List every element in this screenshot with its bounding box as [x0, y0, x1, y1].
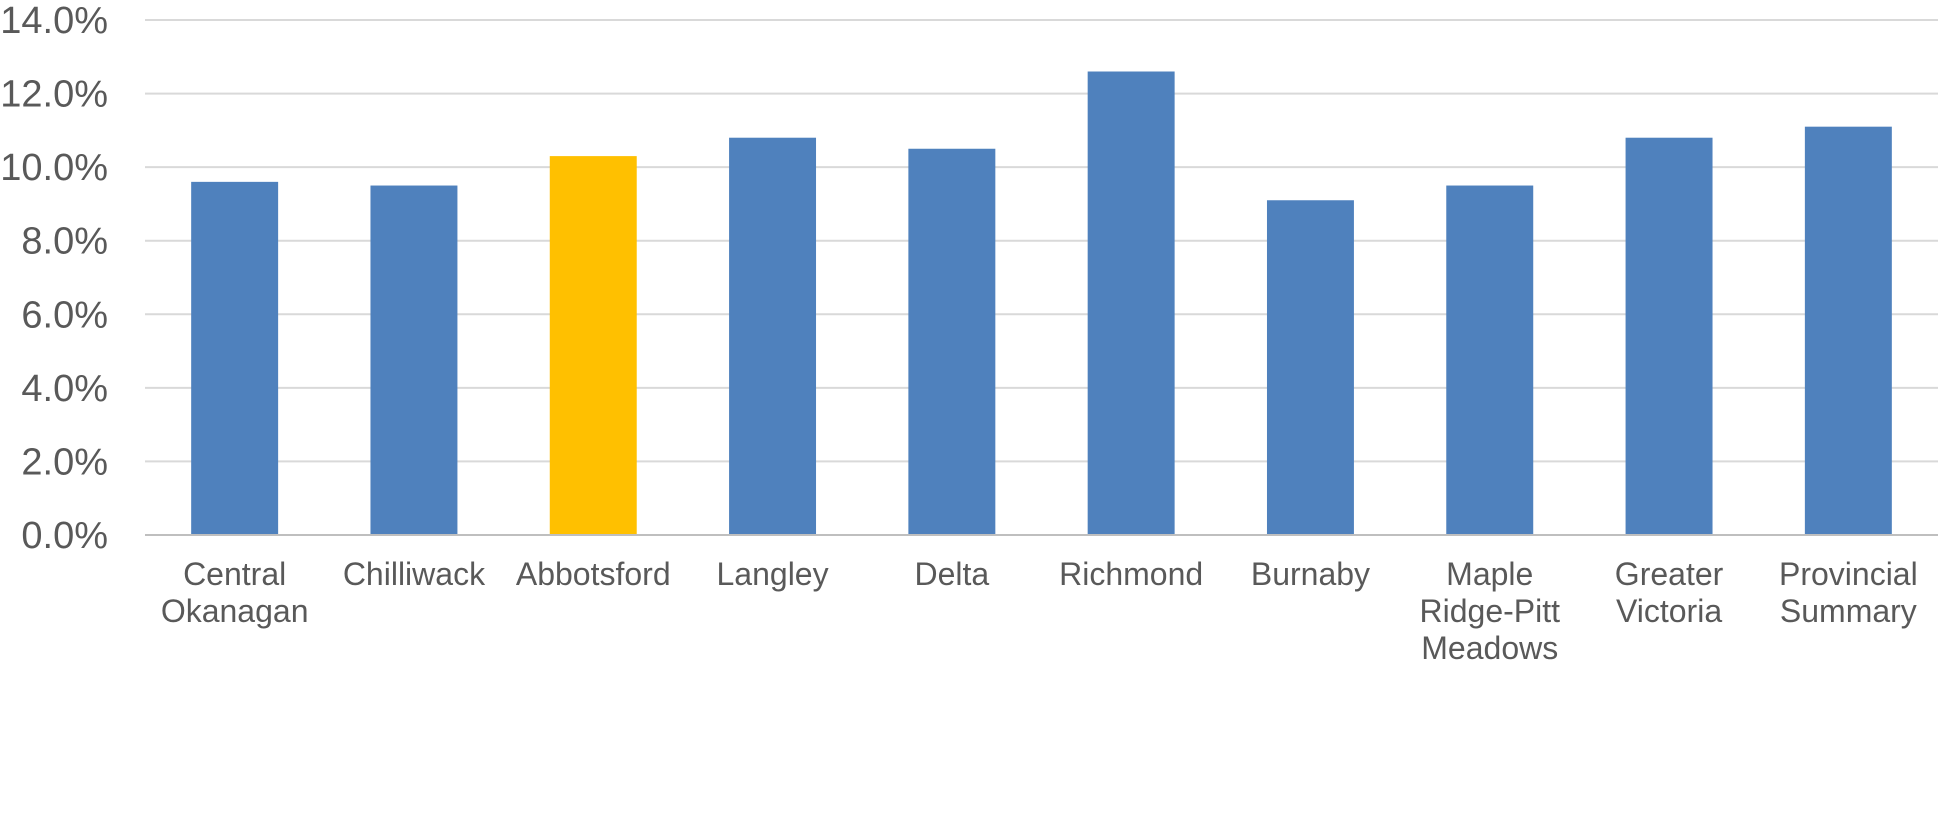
- bar: [908, 148, 996, 535]
- x-category-label: Central Okanagan: [161, 556, 309, 629]
- y-tick-label: 8.0%: [21, 221, 108, 263]
- y-tick-label: 14.0%: [0, 0, 108, 42]
- y-tick-label: 4.0%: [21, 368, 108, 410]
- y-tick-label: 10.0%: [0, 147, 108, 189]
- y-tick-label: 6.0%: [21, 294, 108, 336]
- x-category-label: Greater Victoria: [1615, 556, 1724, 629]
- x-category-label: Maple Ridge-Pitt Meadows: [1420, 556, 1561, 666]
- x-category-label: Richmond: [1059, 556, 1203, 592]
- y-tick-label: 2.0%: [21, 441, 108, 483]
- x-category-label: Chilliwack: [343, 556, 486, 592]
- bar: [1625, 137, 1713, 535]
- x-category-label: Provincial Summary: [1779, 556, 1918, 629]
- bar: [1446, 185, 1534, 536]
- y-tick-label: 0.0%: [21, 515, 108, 557]
- bar: [549, 156, 637, 535]
- bar: [1804, 126, 1892, 535]
- bar: [191, 181, 279, 535]
- bar: [729, 137, 817, 535]
- x-category-label: Abbotsford: [516, 556, 671, 592]
- x-axis-category-labels: Central Okanagan Chilliwack Abbotsford Langl…: [161, 556, 1918, 666]
- x-category-label: Burnaby: [1251, 556, 1370, 592]
- x-category-label: Langley: [717, 556, 829, 592]
- y-axis-tick-labels: 0.0% 2.0% 4.0% 6.0% 8.0% 10.0% 12.0% 14.0%: [0, 0, 108, 557]
- bar: [1087, 71, 1175, 535]
- bar: [370, 185, 458, 536]
- bars: [191, 71, 1892, 536]
- x-category-label: Delta: [914, 556, 989, 592]
- y-tick-label: 12.0%: [0, 74, 108, 116]
- bar: [1266, 200, 1354, 535]
